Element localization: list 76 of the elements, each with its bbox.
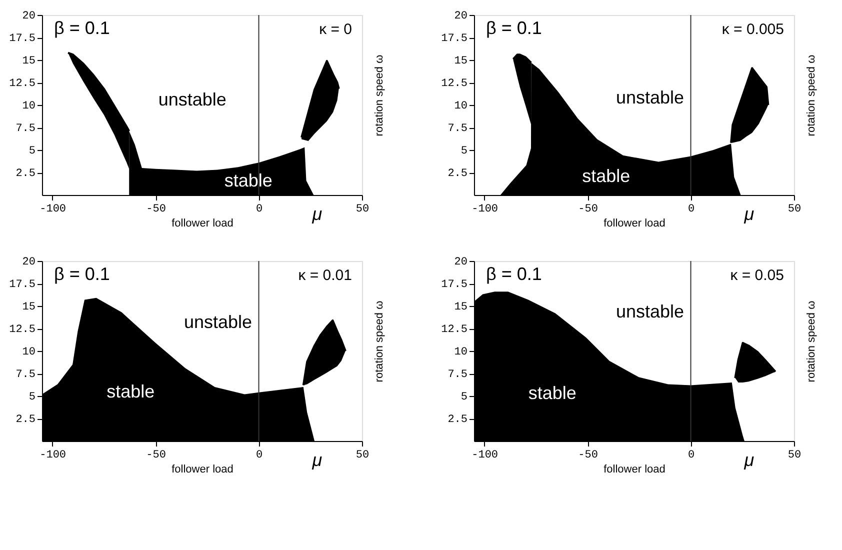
x-tick-label: 50 xyxy=(788,204,802,216)
annotation: unstable xyxy=(616,88,684,108)
y-tick-label: 5 xyxy=(460,392,468,404)
y-tick-label: 7.5 xyxy=(16,369,36,381)
x-tick-label: -100 xyxy=(40,450,66,462)
x-tick-label: -50 xyxy=(578,204,598,216)
y-tick-label: 20 xyxy=(454,10,468,22)
text: μ xyxy=(311,450,322,470)
y-tick-label: 7.5 xyxy=(448,369,468,381)
x-tick-label: 50 xyxy=(356,450,370,462)
y-tick-label: 5 xyxy=(28,392,36,404)
x-tick-label: 50 xyxy=(356,204,370,216)
y-tick-label: 2.5 xyxy=(448,168,468,180)
y-tick-label: 10 xyxy=(22,346,36,358)
annotation: stable xyxy=(582,166,630,186)
y-tick-label: 2.5 xyxy=(448,414,468,426)
y-axis-title: rotation speed ω xyxy=(806,54,818,136)
annotation: β = 0.1 xyxy=(54,264,110,284)
y-tick-label: 20 xyxy=(22,10,36,22)
y-tick-label: 10 xyxy=(454,100,468,112)
annotation: κ = 0.01 xyxy=(298,267,352,284)
text: μ xyxy=(743,204,754,224)
y-tick-label: 15 xyxy=(454,56,468,68)
text: μ xyxy=(311,204,322,224)
y-tick-label: 17.5 xyxy=(441,33,468,45)
annotation: κ = 0 xyxy=(319,21,352,38)
x-tick-label: -100 xyxy=(472,450,498,462)
annotation: stable xyxy=(528,383,576,404)
text: μ xyxy=(743,450,754,470)
y-tick-label: 15 xyxy=(22,56,36,68)
annotation: stable xyxy=(106,381,155,402)
y-tick-label: 12.5 xyxy=(9,324,36,336)
y-tick-label: 12.5 xyxy=(441,324,468,336)
y-axis-title: rotation speed ω xyxy=(374,300,386,382)
y-tick-label: 15 xyxy=(22,302,36,314)
x-tick-label: 0 xyxy=(688,450,695,462)
y-tick-label: 10 xyxy=(22,100,36,112)
annotation: β = 0.1 xyxy=(54,18,110,38)
annotation: unstable xyxy=(616,301,684,322)
x-tick-label: -50 xyxy=(146,450,166,462)
y-tick-label: 20 xyxy=(454,256,468,268)
annotation: unstable xyxy=(184,312,252,332)
y-tick-label: 20 xyxy=(22,256,36,268)
y-tick-label: 7.5 xyxy=(448,123,468,135)
y-axis-title: rotation speed ω xyxy=(806,300,818,382)
y-tick-label: 15 xyxy=(454,302,468,314)
y-tick-label: 2.5 xyxy=(16,168,36,180)
annotation: stable xyxy=(224,170,272,190)
x-tick-label: -100 xyxy=(472,204,498,216)
x-axis-title: follower load xyxy=(604,218,666,230)
annotation: unstable xyxy=(158,90,226,110)
annotation: κ = 0.05 xyxy=(730,267,784,284)
y-tick-label: 10 xyxy=(454,346,468,358)
annotation: β = 0.1 xyxy=(486,264,542,284)
annotation: κ = 0.005 xyxy=(722,21,784,38)
x-tick-label: 0 xyxy=(256,204,263,216)
y-tick-label: 17.5 xyxy=(9,33,36,45)
y-tick-label: 17.5 xyxy=(441,279,468,291)
y-tick-label: 5 xyxy=(28,146,36,158)
y-axis-title: rotation speed ω xyxy=(374,54,386,136)
x-axis-title: follower load xyxy=(172,218,234,230)
x-axis-title: follower load xyxy=(172,464,234,476)
y-tick-label: 12.5 xyxy=(441,78,468,90)
y-tick-label: 12.5 xyxy=(9,78,36,90)
x-tick-label: -50 xyxy=(146,204,166,216)
x-tick-label: 50 xyxy=(788,450,802,462)
annotation: β = 0.1 xyxy=(486,18,542,38)
x-tick-label: -50 xyxy=(578,450,598,462)
y-tick-label: 5 xyxy=(460,146,468,158)
x-tick-label: -100 xyxy=(40,204,66,216)
y-tick-label: 17.5 xyxy=(9,279,36,291)
x-tick-label: 0 xyxy=(688,204,695,216)
x-axis-title: follower load xyxy=(604,464,666,476)
y-tick-label: 2.5 xyxy=(16,414,36,426)
y-tick-label: 7.5 xyxy=(16,123,36,135)
x-tick-label: 0 xyxy=(256,450,263,462)
